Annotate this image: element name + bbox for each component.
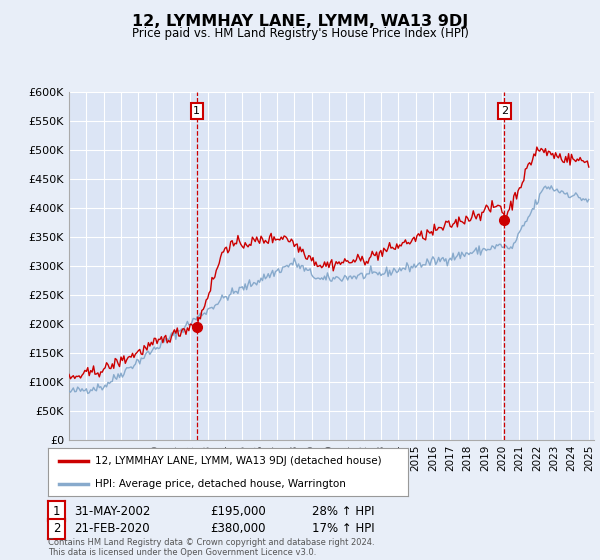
Text: HPI: Average price, detached house, Warrington: HPI: Average price, detached house, Warr… <box>95 479 346 489</box>
Text: Price paid vs. HM Land Registry's House Price Index (HPI): Price paid vs. HM Land Registry's House … <box>131 27 469 40</box>
Text: 1: 1 <box>193 106 200 116</box>
Text: £195,000: £195,000 <box>210 505 266 518</box>
Text: 12, LYMMHAY LANE, LYMM, WA13 9DJ (detached house): 12, LYMMHAY LANE, LYMM, WA13 9DJ (detach… <box>95 456 382 466</box>
Text: 31-MAY-2002: 31-MAY-2002 <box>74 505 150 518</box>
Text: 12, LYMMHAY LANE, LYMM, WA13 9DJ: 12, LYMMHAY LANE, LYMM, WA13 9DJ <box>132 14 468 29</box>
Text: 2: 2 <box>501 106 508 116</box>
Text: 2: 2 <box>53 522 60 535</box>
Text: 28% ↑ HPI: 28% ↑ HPI <box>312 505 374 518</box>
Text: 21-FEB-2020: 21-FEB-2020 <box>74 522 149 535</box>
Text: £380,000: £380,000 <box>210 522 265 535</box>
Text: Contains HM Land Registry data © Crown copyright and database right 2024.
This d: Contains HM Land Registry data © Crown c… <box>48 538 374 557</box>
Text: 17% ↑ HPI: 17% ↑ HPI <box>312 522 374 535</box>
Text: 1: 1 <box>53 505 60 518</box>
